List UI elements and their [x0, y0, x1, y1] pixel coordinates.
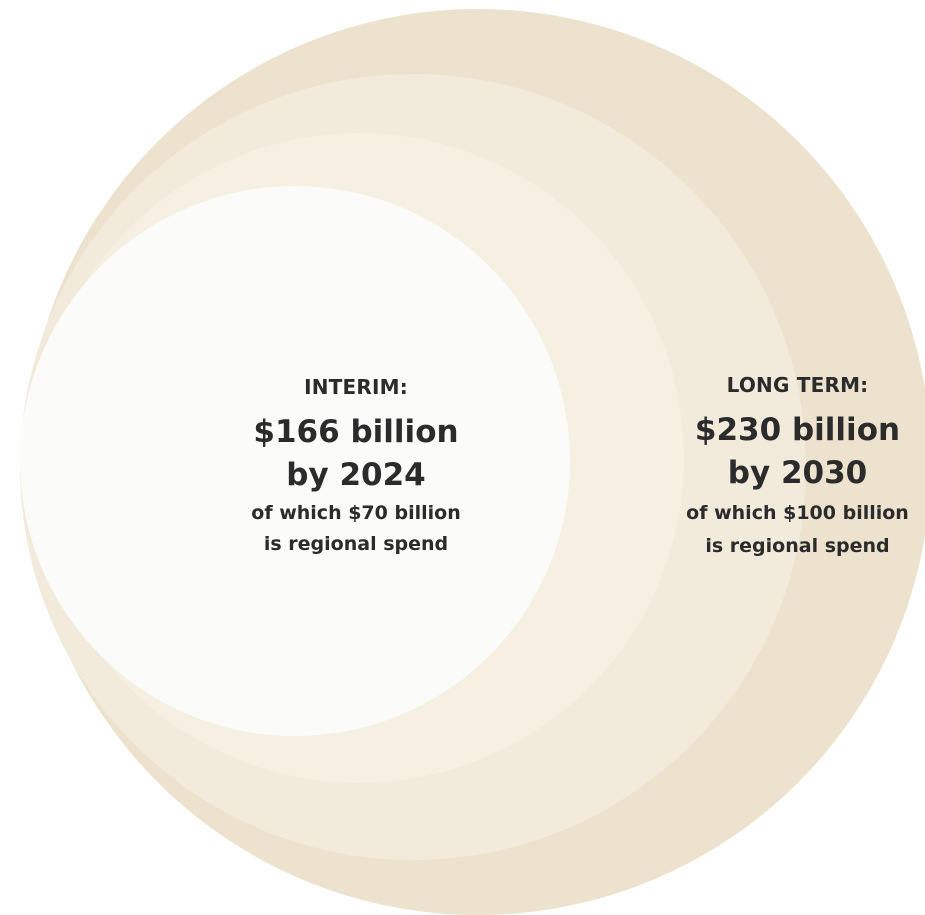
inner-circle: [20, 186, 570, 736]
long-term-heading: LONG TERM:: [726, 373, 869, 397]
long-term-amount: $230 billion: [694, 412, 901, 448]
interim-amount: $166 billion: [253, 414, 459, 450]
interim-detail-line2: is regional spend: [263, 533, 449, 555]
long-term-label-group: LONG TERM: $230 billion by 2030 of which…: [670, 373, 925, 561]
interim-heading: INTERIM:: [304, 375, 408, 399]
long-term-year: by 2030: [727, 455, 868, 491]
long-term-detail-line1: of which $100 billion: [686, 502, 909, 524]
interim-year: by 2024: [286, 457, 426, 493]
interim-detail-line1: of which $70 billion: [251, 502, 461, 524]
long-term-detail-line2: is regional spend: [705, 535, 890, 557]
interim-label-group: INTERIM: $166 billion by 2024 of which $…: [206, 375, 506, 559]
